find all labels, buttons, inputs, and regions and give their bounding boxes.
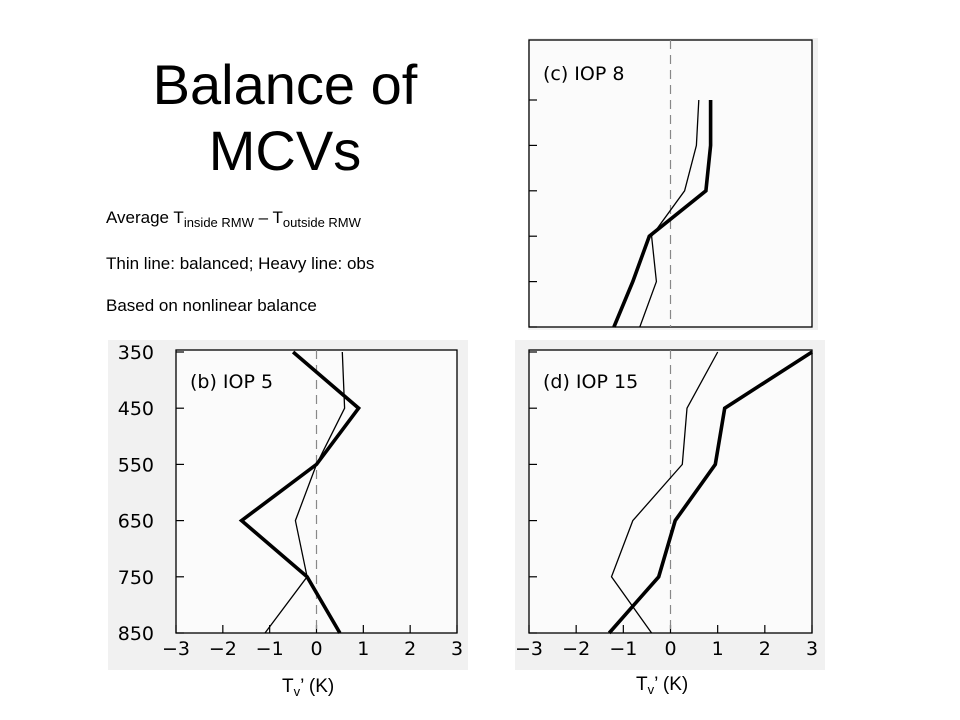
y-tick-label: 650 bbox=[118, 511, 154, 533]
y-tick-label: 550 bbox=[118, 454, 154, 476]
note-line-legend: Thin line: balanced; Heavy line: obs bbox=[106, 254, 375, 273]
panel-iop15: −3 −2 −1 0 1 2 3 (d) IOP 15 bbox=[515, 340, 825, 670]
x-tick-label: 0 bbox=[310, 638, 322, 660]
x-caption-t: T bbox=[282, 676, 294, 697]
y-tick-label: 750 bbox=[118, 567, 154, 589]
x-tick-label: −2 bbox=[209, 638, 237, 660]
panel-label: (b) IOP 5 bbox=[190, 371, 273, 393]
y-tick-label: 450 bbox=[118, 398, 154, 420]
x-tick-label: −1 bbox=[609, 638, 637, 660]
series-line-obs bbox=[607, 350, 813, 635]
panel-iop8: (c) IOP 8 bbox=[528, 38, 818, 330]
x-tick-label: 3 bbox=[451, 638, 463, 660]
series-line-balanced bbox=[639, 99, 700, 328]
x-tick-label: −1 bbox=[256, 638, 284, 660]
x-tick-label: 3 bbox=[806, 638, 818, 660]
x-caption-subscript: v bbox=[647, 682, 655, 697]
panel-label: (d) IOP 15 bbox=[543, 371, 638, 393]
x-tick-label: −2 bbox=[562, 638, 590, 660]
series-line-balanced bbox=[610, 351, 719, 634]
x-caption-unit: ’ (K) bbox=[300, 676, 335, 697]
x-caption-unit: ’ (K) bbox=[654, 674, 689, 695]
x-tick-label: 2 bbox=[404, 638, 416, 660]
series-line-obs bbox=[238, 350, 362, 634]
x-axis-caption-iop15: Tv’ (K) bbox=[636, 674, 688, 697]
x-tick-label: 1 bbox=[712, 638, 724, 660]
y-tick-label: 350 bbox=[118, 342, 154, 364]
panel-label: (c) IOP 8 bbox=[543, 63, 624, 85]
x-tick-label: −3 bbox=[515, 638, 543, 660]
note-balance-basis: Based on nonlinear balance bbox=[106, 296, 317, 315]
slide-title: Balance of MCVs bbox=[152, 53, 418, 182]
x-tick-label: −3 bbox=[162, 638, 190, 660]
x-axis-caption-iop5: Tv’ (K) bbox=[282, 676, 334, 699]
x-tick-label: 2 bbox=[759, 638, 771, 660]
note-inside-rmw-subscript: inside RMW bbox=[183, 215, 254, 230]
note-average-temperature: Average Tinside RMW – Toutside RMW bbox=[106, 208, 361, 230]
note-dash-t: – T bbox=[253, 208, 283, 227]
x-tick-label: 1 bbox=[357, 638, 369, 660]
x-caption-subscript: v bbox=[293, 684, 301, 699]
note-outside-rmw-subscript: outside RMW bbox=[282, 215, 361, 230]
series-line-balanced bbox=[264, 351, 346, 634]
y-tick-label: 850 bbox=[118, 623, 154, 645]
x-caption-t: T bbox=[636, 674, 648, 695]
series-line-obs bbox=[612, 100, 713, 328]
panel-iop5: 350 450 550 650 750 850 −3 −2 −1 0 1 2 3 (b) IOP 5 bbox=[108, 340, 468, 670]
note-average-prefix: Average T bbox=[106, 208, 184, 227]
x-tick-label: 0 bbox=[664, 638, 676, 660]
